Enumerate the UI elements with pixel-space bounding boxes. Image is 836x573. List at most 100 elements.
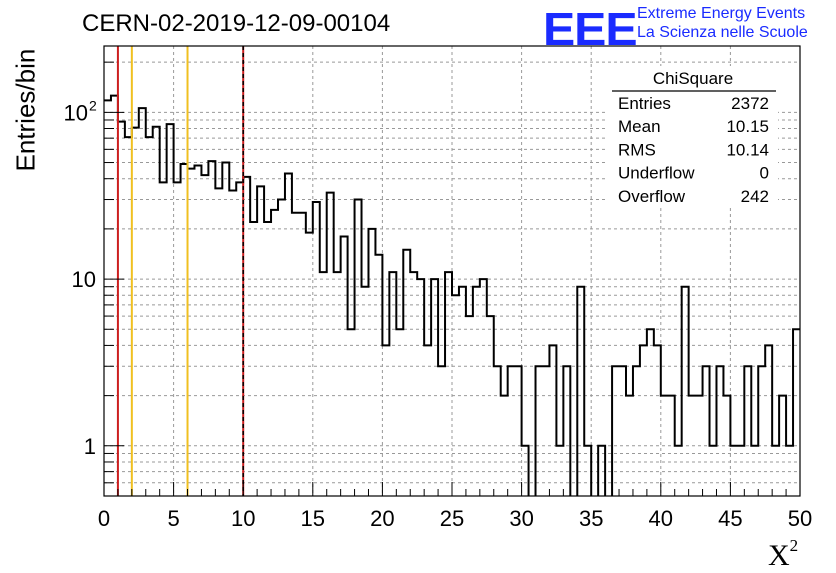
stats-title: ChiSquare	[653, 69, 733, 88]
histogram-bin	[598, 446, 605, 496]
histogram-bin	[201, 175, 208, 496]
histogram-bin	[723, 396, 730, 496]
histogram-bin	[194, 165, 201, 496]
histogram-bin	[438, 366, 445, 496]
histogram-series	[104, 94, 800, 496]
histogram-bin	[577, 287, 584, 496]
x-axis-label-exponent: 2	[789, 536, 799, 555]
histogram-bin	[334, 272, 341, 496]
histogram-bin	[647, 329, 654, 496]
histogram-bin	[118, 122, 125, 496]
histogram-bin	[243, 177, 250, 496]
histogram-bin	[549, 345, 556, 496]
histogram-bin	[215, 188, 222, 496]
stats-value: 242	[741, 187, 769, 206]
histogram-bin	[779, 396, 786, 496]
histogram-bin	[271, 210, 278, 496]
histogram-bin	[710, 446, 717, 496]
histogram-bin	[417, 279, 424, 496]
eee-logo: EEE	[543, 3, 638, 55]
chart-title: CERN-02-2019-12-09-00104	[82, 10, 391, 37]
histogram-bin	[264, 222, 271, 496]
histogram-bin	[431, 279, 438, 496]
histogram-bin	[716, 366, 723, 496]
stats-value: 10.14	[726, 140, 769, 159]
logo-subtitle-1: Extreme Energy Events	[637, 5, 806, 22]
histogram-bin	[515, 366, 522, 496]
histogram-bin	[626, 396, 633, 496]
histogram-bin	[222, 163, 229, 496]
x-tick-label: 25	[440, 506, 464, 531]
y-tick-label: 10	[64, 100, 88, 125]
x-tick-label: 30	[509, 506, 533, 531]
histogram-bin	[751, 446, 758, 496]
histogram-bin	[445, 272, 452, 496]
histogram-bin	[341, 237, 348, 496]
histogram-bin	[306, 233, 313, 496]
histogram-bin	[730, 446, 737, 496]
histogram-bin	[556, 446, 563, 496]
stats-box: ChiSquare Entries 2372 Mean 10.15 RMS 10.14 Und…	[608, 66, 778, 206]
x-axis-label-base: X	[768, 539, 790, 572]
stats-value: 10.15	[726, 117, 769, 136]
histogram-bin	[313, 202, 320, 496]
histogram-bin	[522, 446, 529, 496]
histogram-bin	[181, 164, 188, 496]
y-axis-label: Entries/bin	[10, 48, 41, 172]
histogram-bin	[146, 137, 153, 496]
y-tick-label: 10	[72, 267, 96, 292]
histogram-bin	[382, 345, 389, 496]
stats-label: Underflow	[618, 164, 695, 183]
histogram-bin	[396, 329, 403, 496]
histogram-bin	[299, 213, 306, 496]
histogram-bin	[473, 287, 480, 496]
histogram-bin	[654, 345, 661, 496]
x-tick-label: 15	[301, 506, 325, 531]
histogram-bin	[327, 193, 334, 496]
stats-label: Entries	[618, 94, 671, 113]
stats-label: RMS	[618, 140, 656, 159]
histogram-bin	[320, 272, 327, 496]
histogram-bin	[682, 287, 689, 496]
histogram-bin	[494, 366, 501, 496]
histogram-bin	[368, 229, 375, 496]
y-tick-label-exponent: 2	[89, 97, 97, 113]
x-tick-label: 50	[788, 506, 812, 531]
histogram-bin	[403, 250, 410, 496]
histogram-bin	[675, 446, 682, 496]
histogram-bin	[466, 316, 473, 496]
histogram-bin	[758, 366, 765, 496]
histogram-bin	[668, 396, 675, 496]
histogram-bin	[292, 213, 299, 496]
histogram-outline	[104, 94, 800, 496]
x-tick-label: 0	[98, 506, 110, 531]
histogram-bin	[167, 124, 174, 496]
histogram-bin	[125, 137, 132, 496]
histogram-bin	[229, 190, 236, 496]
histogram-bin	[410, 272, 417, 496]
histogram-bin	[536, 366, 543, 496]
histogram-bin	[619, 366, 626, 496]
histogram-bin	[696, 396, 703, 496]
histogram-bin	[452, 295, 459, 496]
x-tick-label: 45	[718, 506, 742, 531]
histogram-bin	[508, 366, 515, 496]
histogram-bin	[584, 446, 591, 496]
histogram-bin	[633, 366, 640, 496]
histogram-bin	[362, 287, 369, 496]
stats-label: Mean	[618, 117, 661, 136]
histogram-bin	[744, 366, 751, 496]
histogram-bin	[104, 100, 111, 496]
histogram-bin	[208, 161, 215, 496]
histogram-bin	[355, 200, 362, 496]
histogram-bin	[786, 446, 793, 496]
histogram-bin	[480, 279, 487, 496]
x-tick-label: 40	[649, 506, 673, 531]
histogram-bin	[111, 96, 118, 496]
stats-label: Overflow	[618, 187, 686, 206]
histogram-bin	[703, 366, 710, 496]
histogram-bin	[424, 345, 431, 496]
histogram-bin	[160, 182, 167, 496]
histogram-bin	[285, 173, 292, 496]
